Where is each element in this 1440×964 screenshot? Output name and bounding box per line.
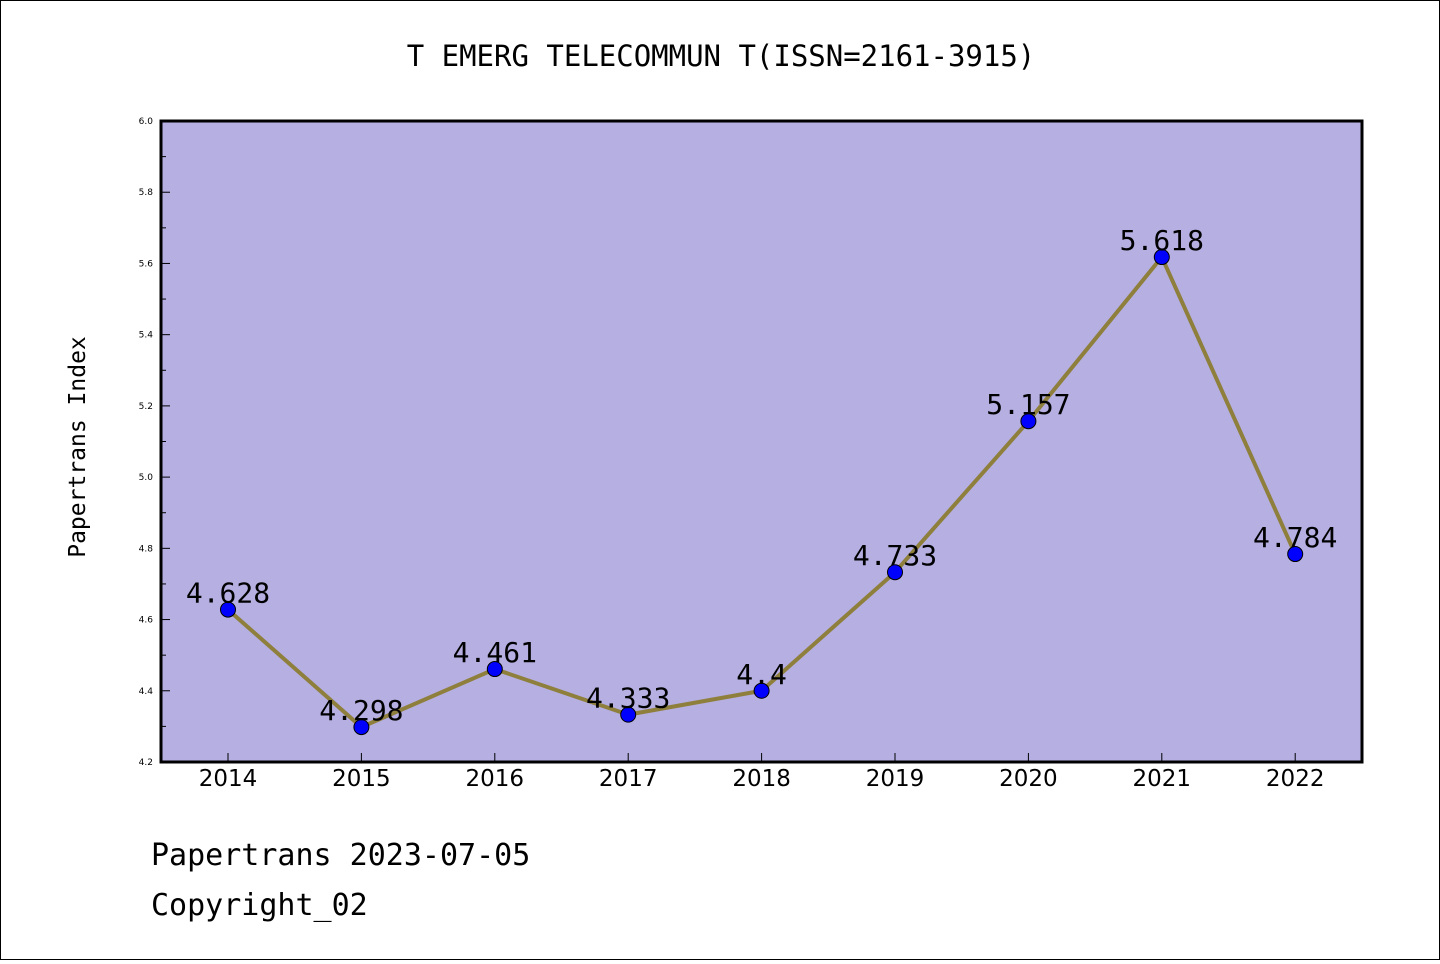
footer-copyright: Copyright_02	[151, 888, 368, 923]
x-tick-label: 2019	[866, 766, 925, 792]
x-tick-label: 2022	[1266, 766, 1325, 792]
data-value-label: 4.333	[586, 682, 670, 715]
x-axis: 2014 2015 2016 2017 2018 2019 2020 2021 2022	[199, 753, 1325, 792]
data-value-label: 4.784	[1253, 521, 1337, 554]
data-value-label: 4.298	[319, 694, 403, 727]
y-tick-label: 5.0	[139, 473, 154, 483]
y-tick-label: 5.6	[139, 259, 154, 269]
y-tick-label: 5.4	[139, 331, 154, 341]
data-value-label: 5.157	[986, 388, 1070, 421]
x-tick-label: 2015	[332, 766, 391, 792]
data-point-marker	[1153, 249, 1170, 266]
x-tick-label: 2016	[466, 766, 525, 792]
y-tick-label: 5.2	[139, 402, 153, 412]
data-point-marker	[1287, 546, 1304, 563]
plot-area	[161, 121, 1362, 762]
x-tick-label: 2018	[732, 766, 791, 792]
data-point-marker	[486, 661, 503, 678]
x-tick-label: 2021	[1133, 766, 1192, 792]
x-tick-label: 2020	[999, 766, 1058, 792]
data-point-marker	[887, 564, 903, 581]
y-tick-label: 6.0	[139, 117, 154, 127]
data-value-label: 4.628	[186, 577, 270, 610]
y-tick-label: 4.4	[139, 687, 154, 697]
x-tick-label: 2017	[599, 766, 658, 792]
y-tick-label: 5.8	[139, 188, 154, 198]
data-value-label: 4.733	[853, 539, 937, 572]
y-tick-label: 4.2	[139, 758, 153, 768]
series-line-group	[220, 249, 1304, 736]
data-point-marker	[220, 601, 236, 618]
data-point-marker	[353, 719, 370, 736]
data-labels: 4.628 4.298 4.461 4.333 4.4 4.733 5.157 5.618 4.…	[186, 224, 1337, 727]
chart-title: T EMERG TELECOMMUN T(ISSN=2161-3915)	[407, 39, 1036, 73]
data-value-label: 4.461	[453, 636, 537, 669]
data-point-marker	[1020, 413, 1037, 430]
y-tick-label: 4.6	[139, 616, 154, 626]
data-point-marker	[620, 706, 637, 723]
y-axis-label: Papertrans Index	[65, 336, 91, 558]
data-point-marker	[753, 682, 770, 699]
x-tick-label: 2014	[199, 766, 258, 792]
data-value-label: 4.4	[736, 658, 787, 691]
footer-date: Papertrans 2023-07-05	[151, 838, 530, 873]
data-value-label: 5.618	[1120, 224, 1204, 257]
y-tick-label: 4.8	[139, 544, 154, 554]
plot-border	[159, 119, 1364, 764]
